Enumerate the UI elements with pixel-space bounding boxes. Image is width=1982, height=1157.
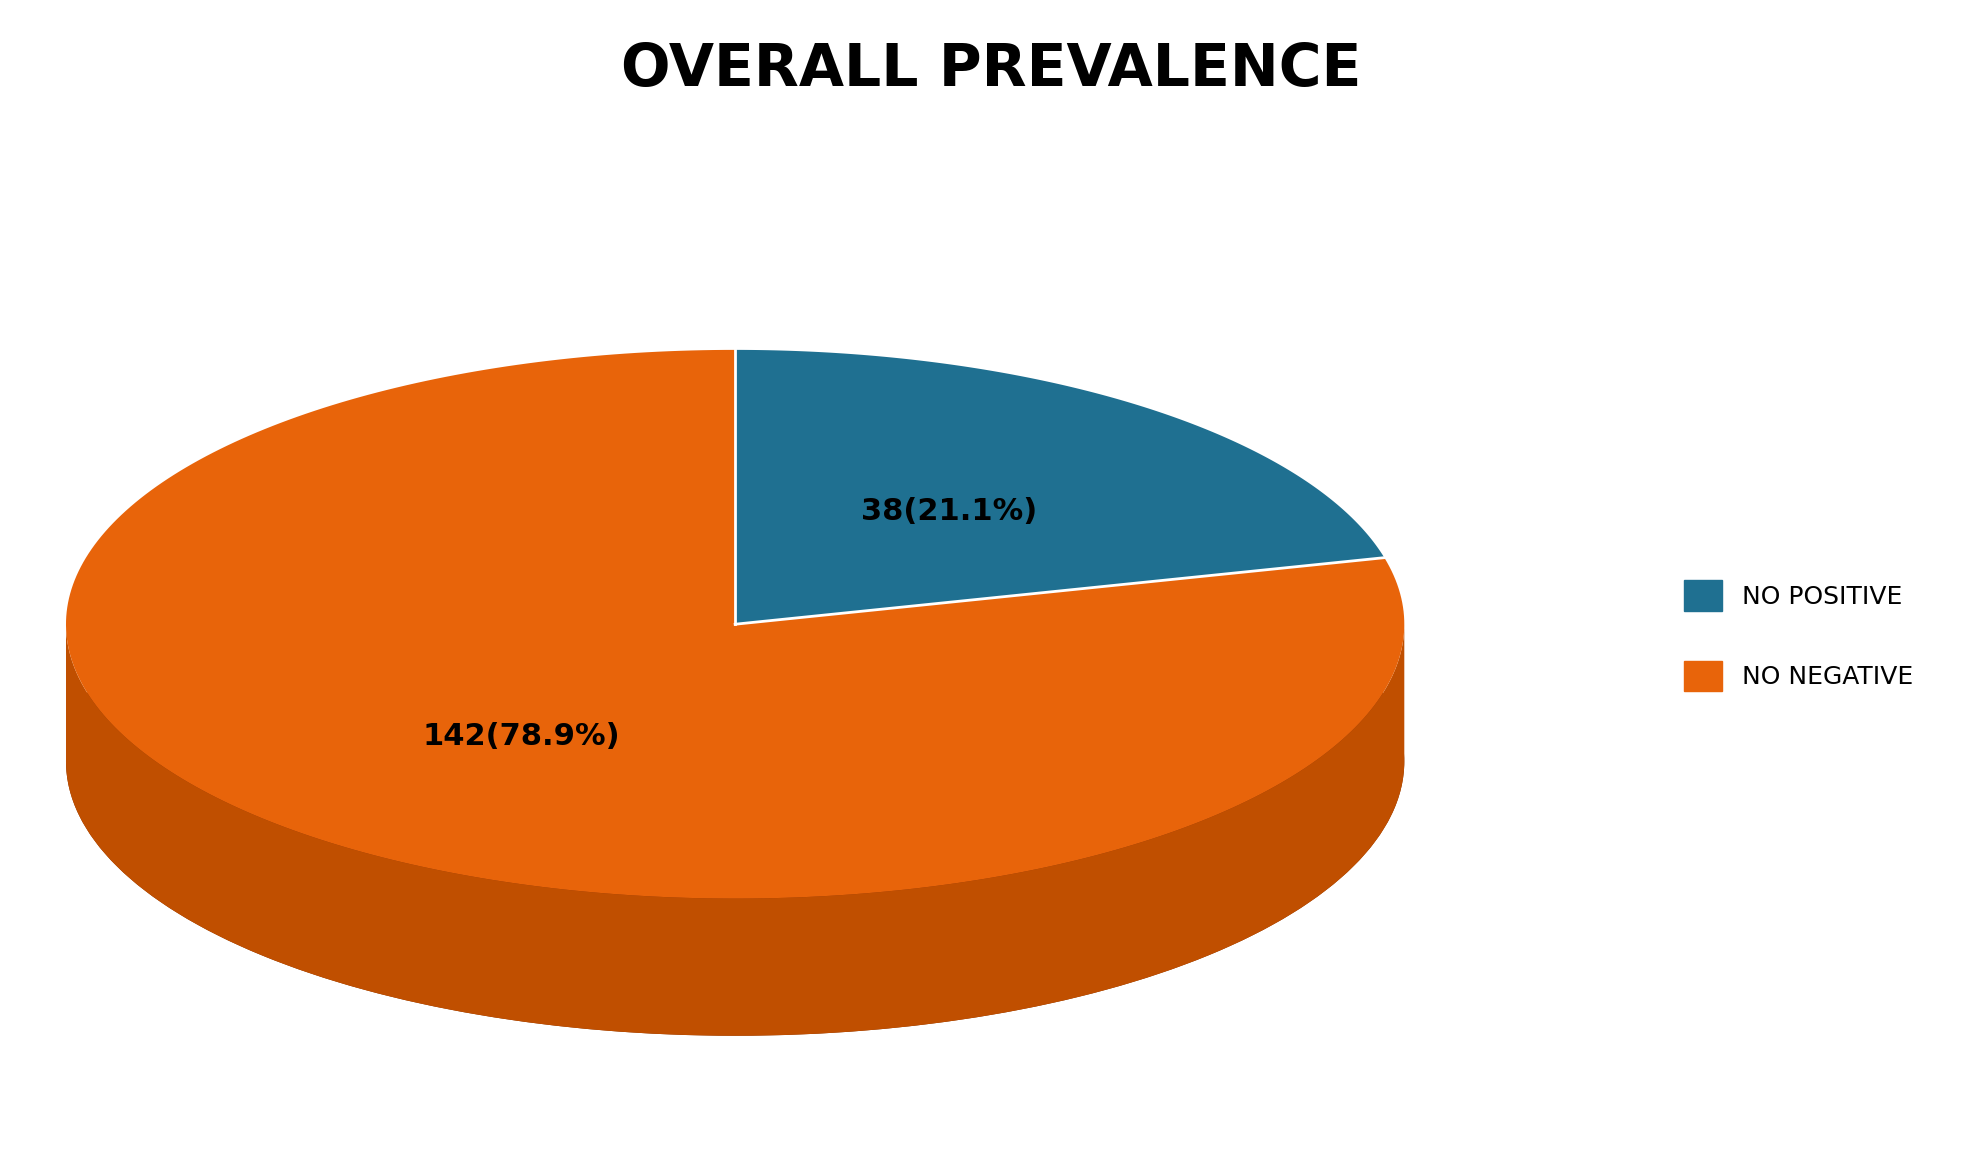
Ellipse shape [65,487,1405,1036]
Polygon shape [65,349,1405,899]
Polygon shape [65,625,1405,1036]
Text: 38(21.1%): 38(21.1%) [860,498,1037,526]
Text: OVERALL PREVALENCE: OVERALL PREVALENCE [620,42,1362,98]
Legend: NO POSITIVE, NO NEGATIVE: NO POSITIVE, NO NEGATIVE [1675,570,1923,701]
Polygon shape [735,349,1383,625]
Text: 142(78.9%): 142(78.9%) [422,722,620,751]
